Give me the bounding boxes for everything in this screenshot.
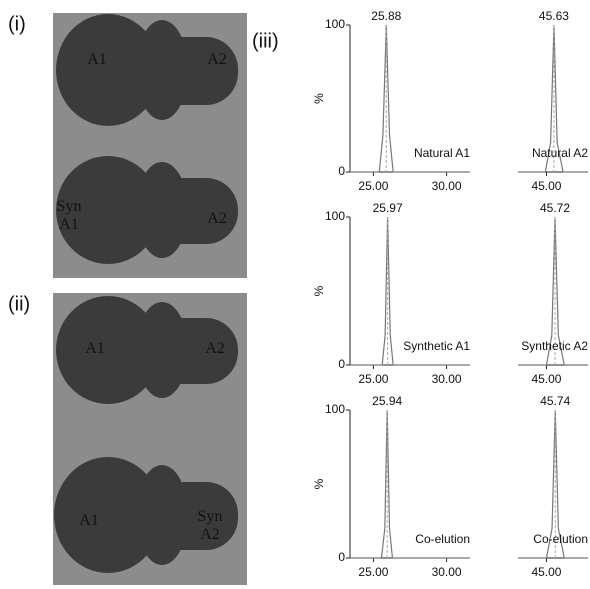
spot-label: A1	[85, 340, 105, 357]
x-tick-label: 30.00	[432, 565, 462, 579]
y-axis-label: %	[312, 478, 326, 489]
y-axis-label: %	[312, 285, 326, 296]
spot-label: A1	[87, 51, 107, 68]
peak-label: 25.97	[373, 201, 403, 215]
y-tick-label: 100	[325, 402, 345, 416]
spot-label: Syn A1	[56, 198, 82, 233]
x-tick-label: 45.00	[531, 372, 561, 386]
photo-i	[53, 13, 247, 278]
x-tick-label: 30.00	[432, 372, 462, 386]
spot-region	[54, 296, 238, 573]
x-tick-label: 45.00	[531, 565, 561, 579]
spot-label: Syn A2	[197, 508, 223, 543]
y-axis-label: %	[312, 93, 326, 104]
peak-label: 25.94	[372, 394, 402, 408]
spot-region	[56, 14, 238, 264]
trace-label: Co-elution	[415, 532, 470, 546]
peak-label: 25.88	[371, 9, 401, 23]
x-tick-label: 30.00	[432, 179, 462, 193]
panel-label: (i)	[8, 13, 26, 35]
trace-label: Co-elution	[533, 532, 588, 546]
y-tick-label: 0	[338, 357, 345, 371]
trace-label: Natural A1	[414, 146, 470, 160]
spot-label: A2	[207, 51, 227, 68]
x-tick-label: 25.00	[358, 372, 388, 386]
trace-label: Synthetic A1	[403, 339, 470, 353]
spot-label: A2	[205, 340, 225, 357]
x-tick-label: 45.00	[531, 179, 561, 193]
spot-label: A1	[79, 512, 99, 529]
x-tick-label: 25.00	[358, 565, 388, 579]
trace-label: Synthetic A2	[521, 339, 588, 353]
y-tick-label: 0	[338, 164, 345, 178]
peak-label: 45.72	[540, 201, 570, 215]
photo-ii	[53, 293, 247, 585]
spot-label: A2	[207, 210, 227, 227]
peak-label: 45.74	[540, 394, 570, 408]
panel-label: (ii)	[8, 293, 30, 315]
peak-label: 45.63	[539, 9, 569, 23]
y-tick-label: 100	[325, 17, 345, 31]
panel-label: (iii)	[252, 30, 279, 52]
y-tick-label: 0	[338, 550, 345, 564]
y-tick-label: 100	[325, 209, 345, 223]
trace-label: Natural A2	[532, 146, 588, 160]
x-tick-label: 25.00	[358, 179, 388, 193]
